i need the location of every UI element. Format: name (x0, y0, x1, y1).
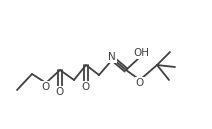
Text: OH: OH (133, 48, 149, 58)
Text: O: O (56, 87, 64, 97)
Text: O: O (136, 78, 144, 88)
Text: O: O (42, 82, 50, 92)
Text: N: N (108, 52, 116, 62)
Text: O: O (82, 82, 90, 92)
